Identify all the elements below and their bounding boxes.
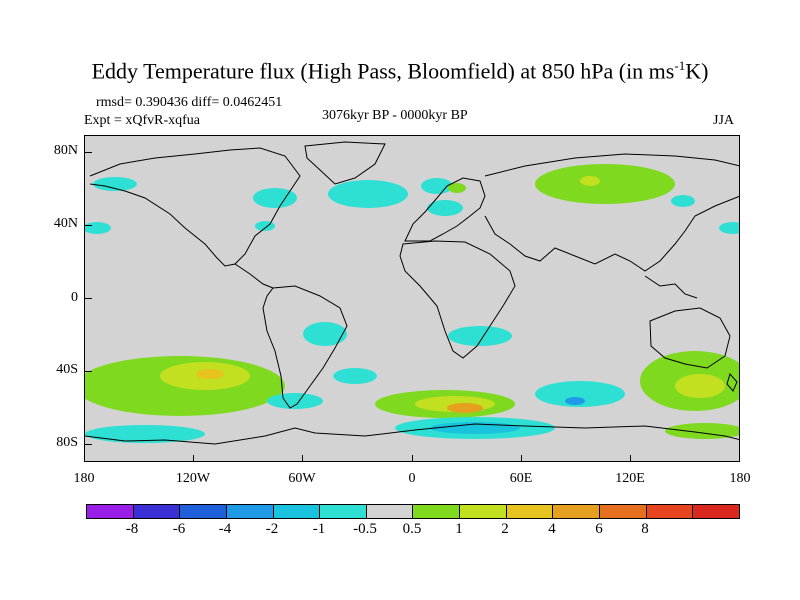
lat-tick-equator: 0 xyxy=(71,290,78,305)
patch-australia-mid xyxy=(675,374,725,398)
coastlines xyxy=(85,141,739,445)
colorbar-swatch xyxy=(693,505,739,518)
patch-n-pacific-east xyxy=(719,222,739,234)
coast-europe xyxy=(404,177,486,242)
patch-east-asia xyxy=(671,195,695,207)
patch-siberia xyxy=(535,164,675,204)
patch-southern-indian-core xyxy=(565,397,585,405)
season-label: JJA xyxy=(713,113,735,128)
coast-asia xyxy=(484,153,739,272)
coast-central-america xyxy=(234,263,274,289)
plot-title-exponent: -1 xyxy=(674,58,686,73)
lat-tickmark-40n xyxy=(84,225,92,226)
colorbar-label: -1 xyxy=(312,521,326,537)
plot-title-tail: K) xyxy=(685,58,709,84)
patch-north-pacific xyxy=(93,177,137,191)
colorbar-swatch xyxy=(87,505,134,518)
plot-title-main: Eddy Temperature flux (High Pass, Bloomf… xyxy=(91,58,675,84)
coast-antarctica xyxy=(85,423,739,445)
colorbar-swatch xyxy=(460,505,507,518)
stats-text: rmsd= 0.390436 diff= 0.0462451 xyxy=(96,95,283,110)
lon-tick-180e: 180 xyxy=(729,471,751,486)
colorbar-label: -0.5 xyxy=(353,521,377,537)
map-panel xyxy=(84,135,740,462)
lat-tickmark-80n xyxy=(84,152,92,153)
lat-tick-40n: 40N xyxy=(53,216,78,231)
patch-s-pacific-core xyxy=(196,369,224,379)
coast-south-america xyxy=(262,285,348,409)
colorbar-swatch xyxy=(366,505,414,518)
lon-tick-180w: 180 xyxy=(73,471,95,486)
colorbar-swatch xyxy=(226,505,274,518)
colorbar-label: 4 xyxy=(548,521,556,537)
lon-tickmark-120w xyxy=(193,455,194,462)
colorbar-label: 8 xyxy=(641,521,649,537)
lon-tick-60e: 60E xyxy=(509,471,533,486)
lon-tick-60w: 60W xyxy=(288,471,316,486)
patch-southern-indian xyxy=(535,381,625,407)
patch-south-africa xyxy=(448,326,512,346)
lat-tick-40s: 40S xyxy=(56,362,78,377)
anomaly-patches xyxy=(85,164,739,443)
coast-greenland xyxy=(304,141,386,185)
coast-southeast-asia xyxy=(644,275,698,299)
colorbar-label: 1 xyxy=(455,521,463,537)
lat-tickmark-40s xyxy=(84,371,92,372)
patch-scandinavia xyxy=(427,200,463,216)
colorbar-swatch xyxy=(506,505,554,518)
lat-tickmark-80s xyxy=(84,444,92,445)
patch-south-america xyxy=(303,322,347,346)
period-label: 3076kyr BP - 0000kyr BP xyxy=(322,108,468,123)
patch-w-atlantic xyxy=(255,221,275,231)
patch-north-atlantic xyxy=(328,180,408,208)
lon-tickmark-60e xyxy=(521,455,522,462)
patch-greenland-sea xyxy=(421,178,453,194)
patch-antarctic-coast-west xyxy=(85,425,205,443)
coast-australia xyxy=(649,307,731,369)
colorbar-label: 2 xyxy=(501,521,509,537)
colorbar-swatch xyxy=(646,505,694,518)
lon-tickmark-60w xyxy=(302,455,303,462)
colorbar-label: -8 xyxy=(125,521,139,537)
coast-africa xyxy=(399,240,516,359)
coast-new-zealand xyxy=(726,372,738,392)
patch-drake xyxy=(267,393,323,409)
colorbar-label: -4 xyxy=(218,521,232,537)
lon-tick-120e: 120E xyxy=(615,471,645,486)
patch-siberia-core xyxy=(580,176,600,186)
colorbar-swatch xyxy=(553,505,601,518)
coast-north-america xyxy=(89,147,301,267)
patch-s-atlantic-west xyxy=(333,368,377,384)
patch-s-atlantic-core xyxy=(447,403,483,413)
colorbar-swatch xyxy=(413,505,461,518)
patch-scand-positive xyxy=(448,183,466,193)
colorbar xyxy=(86,504,740,519)
lat-tick-80s: 80S xyxy=(56,435,78,450)
colorbar-label: 6 xyxy=(595,521,603,537)
patch-hudson xyxy=(253,188,297,208)
lat-tick-80n: 80N xyxy=(53,143,78,158)
colorbar-label: 0.5 xyxy=(402,521,422,537)
lon-tickmark-0 xyxy=(412,455,413,462)
colorbar-swatch xyxy=(133,505,181,518)
lon-tick-0: 0 xyxy=(408,471,416,486)
experiment-label: Expt = xQfvR-xqfua xyxy=(84,113,200,128)
lon-tickmark-120e xyxy=(630,455,631,462)
lat-tickmark-equator xyxy=(84,298,92,299)
colorbar-swatch xyxy=(273,505,321,518)
colorbar-swatch xyxy=(600,505,647,518)
plot-title: Eddy Temperature flux (High Pass, Bloomf… xyxy=(0,58,800,84)
colorbar-label: -6 xyxy=(172,521,186,537)
colorbar-label: -2 xyxy=(265,521,279,537)
lon-tick-120w: 120W xyxy=(175,471,211,486)
colorbar-swatch xyxy=(320,505,367,518)
map-svg xyxy=(85,136,739,461)
colorbar-swatch xyxy=(180,505,227,518)
